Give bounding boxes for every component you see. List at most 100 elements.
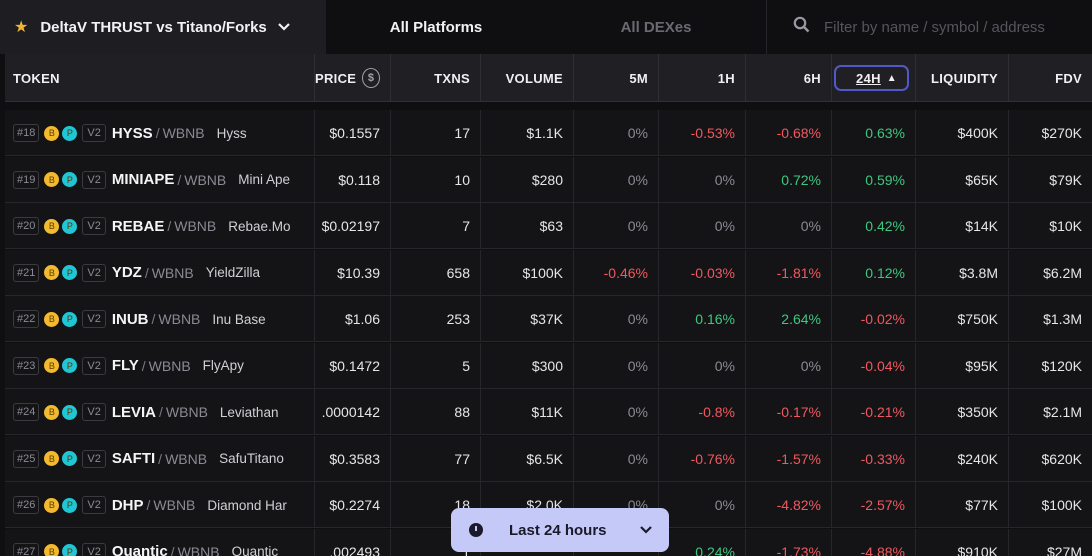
token-cell: #24 B P V2 LEVIA / WBNB Leviathan xyxy=(5,389,315,435)
bnb-chain-icon: B xyxy=(44,172,60,187)
chevron-down-icon xyxy=(277,19,291,36)
change-6h-cell: -0.17% xyxy=(746,389,832,435)
change-24h-cell: 0.63% xyxy=(832,110,916,156)
fdv-cell: $620K xyxy=(1041,450,1082,467)
clock-icon xyxy=(469,523,483,537)
rank-badge: #25 xyxy=(13,449,40,468)
quote-symbol: WBNB xyxy=(174,218,217,234)
change-6h-cell: 0% xyxy=(746,342,832,389)
column-volume[interactable]: VOLUME xyxy=(481,54,574,102)
tab-all-dexes[interactable]: All DEXes xyxy=(620,18,692,36)
token-table-body: #18 B P V2 HYSS / WBNB Hyss $0.1557 17 $1.1K 0% -0.5… xyxy=(5,110,1092,556)
rank-badge: #22 xyxy=(13,310,40,328)
change-1h-cell: 0.24% xyxy=(659,528,746,556)
change-5m-cell: 0% xyxy=(574,435,659,482)
volume-cell: $280 xyxy=(481,156,574,203)
txns-cell: 77 xyxy=(391,435,481,482)
change-24h-cell: 0.12% xyxy=(832,249,916,296)
tab-all-platforms[interactable]: All Platforms xyxy=(389,18,483,36)
price-cell: .002493 xyxy=(315,528,391,556)
bnb-chain-icon: B xyxy=(44,125,60,141)
txns-cell: 658 xyxy=(391,249,481,296)
price-cell: $1.06 xyxy=(315,296,391,342)
table-row[interactable]: #22 B P V2 INUB / WBNB Inu Base $1.06 253 $37K 0% 0.… xyxy=(5,296,1092,342)
token-name: Quantic xyxy=(231,544,279,556)
column-token[interactable]: TOKEN xyxy=(5,54,315,102)
change-5m-cell: 0% xyxy=(574,203,659,249)
table-header: TOKEN PRICE $ TXNS VOLUME 5M 1H 6H 24H ▲… xyxy=(5,54,1092,102)
column-fdv[interactable]: FDV xyxy=(1055,70,1082,86)
sort-ascending-icon: ▲ xyxy=(886,72,897,84)
token-name: Diamond Har xyxy=(207,497,287,513)
table-row[interactable]: #23 B P V2 FLY / WBNB FlyApy $0.1472 5 $300 0% 0% 0% -… xyxy=(5,342,1092,389)
currency-toggle-icon[interactable]: $ xyxy=(362,68,380,88)
liquidity-cell: $240K xyxy=(916,435,1009,482)
fdv-cell: $100K xyxy=(1041,497,1082,513)
liquidity-cell: $95K xyxy=(916,342,1009,389)
fdv-cell: $270K xyxy=(1041,125,1082,141)
liquidity-cell: $750K xyxy=(916,296,1009,342)
rank-badge: #18 xyxy=(13,124,40,142)
table-row[interactable]: #20 B P V2 REBAE / WBNB Rebae.Mo $0.02197 7 $63 0% 0… xyxy=(5,203,1092,249)
change-6h-cell: -1.73% xyxy=(746,528,832,556)
change-6h-cell: -4.82% xyxy=(746,482,832,528)
volume-cell: $100K xyxy=(481,249,574,296)
column-24h[interactable]: 24H ▲ xyxy=(832,54,916,102)
quote-symbol: WBNB xyxy=(165,404,208,420)
token-symbol: YDZ xyxy=(111,264,142,281)
price-cell: $0.02197 xyxy=(315,203,391,249)
txns-cell: 17 xyxy=(391,110,481,156)
table-row[interactable]: #25 B P V2 SAFTI / WBNB SafuTitano $0.3583 77 $6.5… xyxy=(5,435,1092,482)
token-symbol: MINIAPE xyxy=(111,171,175,188)
token-symbol: FLY xyxy=(111,357,139,374)
token-name: YieldZilla xyxy=(205,265,260,280)
txns-cell: 88 xyxy=(391,389,481,435)
fdv-cell: $2.1M xyxy=(1043,404,1082,420)
table-row[interactable]: #24 B P V2 LEVIA / WBNB Leviathan .0000142 88 $11K… xyxy=(5,389,1092,435)
star-icon: ★ xyxy=(14,19,29,36)
liquidity-cell: $910K xyxy=(916,528,1009,556)
change-5m-cell: 0% xyxy=(574,296,659,342)
change-24h-cell: -0.33% xyxy=(832,435,916,482)
column-5m[interactable]: 5M xyxy=(574,54,659,102)
change-24h-cell: -0.21% xyxy=(832,389,916,435)
table-row[interactable]: #21 B P V2 YDZ / WBNB YieldZilla $10.39 658 $100K -… xyxy=(5,249,1092,296)
txns-cell: 5 xyxy=(391,342,481,389)
token-cell: #23 B P V2 FLY / WBNB FlyApy xyxy=(5,342,315,389)
token-name: Inu Base xyxy=(212,311,266,327)
column-6h[interactable]: 6H xyxy=(746,54,832,102)
search-icon xyxy=(793,16,810,38)
table-row[interactable]: #18 B P V2 HYSS / WBNB Hyss $0.1557 17 $1.1K 0% -0.5… xyxy=(5,110,1092,156)
quote-symbol: WBNB xyxy=(153,497,196,513)
change-1h-cell: 0% xyxy=(659,203,746,249)
token-cell: #20 B P V2 REBAE / WBNB Rebae.Mo xyxy=(5,203,315,249)
column-liquidity[interactable]: LIQUIDITY xyxy=(916,54,1009,102)
liquidity-cell: $350K xyxy=(916,389,1009,435)
rank-badge: #24 xyxy=(13,403,40,421)
pair-separator: / xyxy=(144,264,149,281)
change-1h-cell: 0.16% xyxy=(659,296,746,342)
watchlist-selector[interactable]: ★ DeltaV THRUST vs Titano/Forks xyxy=(0,0,326,54)
token-name: Rebae.Mo xyxy=(228,218,291,234)
search-input[interactable] xyxy=(824,18,1084,36)
pair-separator: / xyxy=(141,357,146,374)
column-price[interactable]: PRICE $ xyxy=(315,54,391,102)
token-symbol: HYSS xyxy=(111,124,153,142)
token-cell: #18 B P V2 HYSS / WBNB Hyss xyxy=(5,110,315,156)
pair-separator: / xyxy=(158,450,163,467)
liquidity-cell: $3.8M xyxy=(916,249,1009,296)
watchlist-title: DeltaV THRUST vs Titano/Forks xyxy=(40,18,267,36)
pancakeswap-icon: P xyxy=(62,265,78,280)
change-24h-cell: 0.42% xyxy=(832,203,916,249)
column-txns[interactable]: TXNS xyxy=(391,54,481,102)
token-cell: #21 B P V2 YDZ / WBNB YieldZilla xyxy=(5,249,315,296)
change-6h-cell: -1.81% xyxy=(746,249,832,296)
pancakeswap-icon: P xyxy=(62,497,78,513)
table-row[interactable]: #19 B P V2 MINIAPE / WBNB Mini Ape $0.118 10 $280 0… xyxy=(5,156,1092,203)
sort-indicator[interactable]: 24H ▲ xyxy=(834,65,909,91)
version-badge: V2 xyxy=(82,449,106,468)
time-range-selector[interactable]: Last 24 hours xyxy=(451,508,669,552)
column-1h[interactable]: 1H xyxy=(659,54,746,102)
token-cell: #27 B P V2 Quantic / WBNB Quantic xyxy=(5,528,315,556)
token-symbol: SAFTI xyxy=(111,450,156,467)
